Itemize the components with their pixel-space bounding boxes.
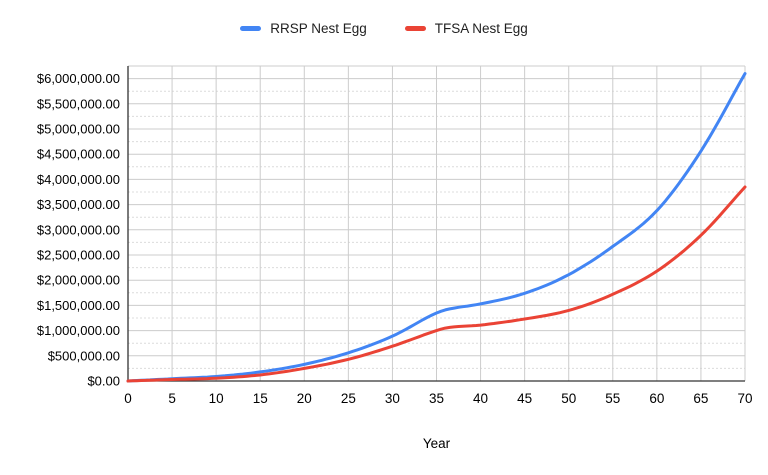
series-line-0	[126, 72, 747, 383]
legend-item-1: TFSA Nest Egg	[404, 21, 528, 36]
x-tick-label: 60	[649, 391, 664, 406]
chart-legend: RRSP Nest Egg TFSA Nest Egg	[0, 22, 768, 36]
legend-label: TFSA Nest Egg	[434, 21, 528, 36]
series-line-1	[126, 185, 747, 383]
x-tick-label: 50	[561, 391, 576, 406]
legend-swatch-icon	[240, 26, 262, 32]
x-tick-label: 5	[168, 391, 176, 406]
y-tick-label: $2,000,000.00	[37, 273, 120, 288]
x-tick-label: 70	[737, 391, 752, 406]
y-tick-label: $4,000,000.00	[37, 172, 120, 187]
legend-item-0: RRSP Nest Egg	[240, 22, 367, 36]
x-tick-label: 65	[693, 391, 708, 406]
y-tick-label: $3,000,000.00	[37, 222, 120, 237]
x-tick-label: 20	[297, 391, 312, 406]
legend-swatch-icon	[404, 26, 426, 32]
x-tick-label: 35	[429, 391, 444, 406]
x-tick-label: 0	[124, 391, 132, 406]
y-tick-label: $500,000.00	[48, 348, 120, 363]
y-tick-label: $1,500,000.00	[37, 298, 120, 313]
y-tick-label: $5,500,000.00	[37, 96, 120, 111]
x-tick-label: 15	[253, 391, 268, 406]
x-axis-title: Year	[422, 436, 451, 451]
x-tick-label: 40	[473, 391, 488, 406]
y-tick-label: $4,500,000.00	[37, 147, 120, 162]
y-tick-label: $0.00	[87, 374, 120, 389]
x-tick-label: 10	[209, 391, 224, 406]
x-tick-label: 25	[341, 391, 356, 406]
y-tick-label: $6,000,000.00	[37, 71, 120, 86]
x-tick-label: 55	[605, 391, 620, 406]
y-tick-label: $3,500,000.00	[37, 197, 120, 212]
x-tick-label: 30	[385, 391, 400, 406]
y-tick-label: $1,000,000.00	[37, 323, 120, 338]
y-tick-label: $5,000,000.00	[37, 122, 120, 137]
x-tick-label: 45	[517, 391, 532, 406]
y-tick-label: $2,500,000.00	[37, 248, 120, 263]
legend-label: RRSP Nest Egg	[270, 21, 367, 36]
